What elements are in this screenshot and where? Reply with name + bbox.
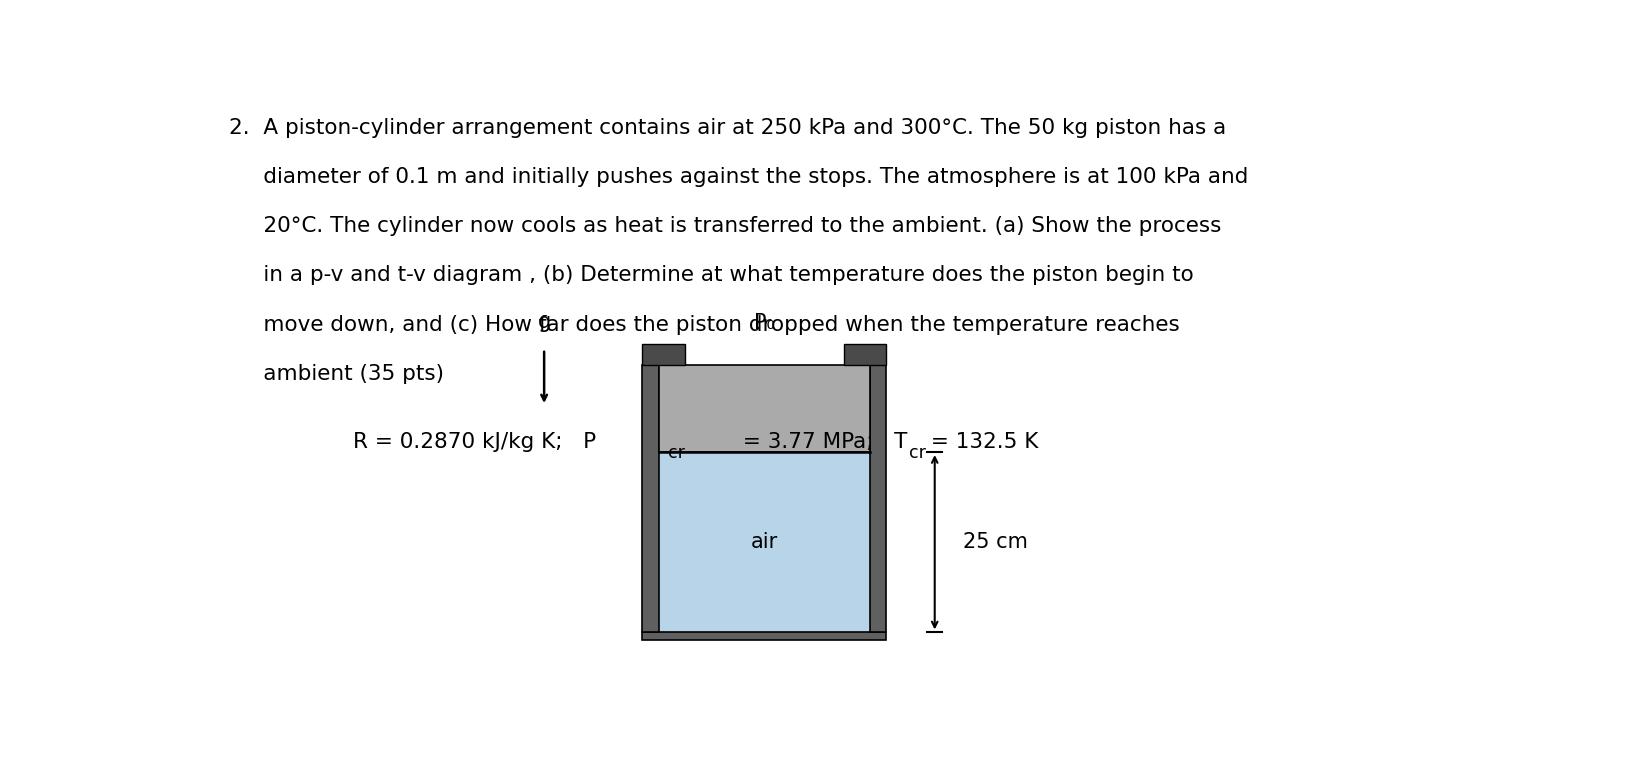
Text: 25 cm: 25 cm xyxy=(963,532,1028,552)
Bar xyxy=(659,365,870,452)
Text: = 132.5 K: = 132.5 K xyxy=(924,432,1038,452)
Bar xyxy=(659,452,870,633)
Text: g: g xyxy=(537,312,550,332)
Text: diameter of 0.1 m and initially pushes against the stops. The atmosphere is at 1: diameter of 0.1 m and initially pushes a… xyxy=(229,167,1248,187)
Bar xyxy=(642,344,685,365)
Text: P₀: P₀ xyxy=(754,314,774,333)
Text: in a p-v and t-v diagram , (b) Determine at what temperature does the piston beg: in a p-v and t-v diagram , (b) Determine… xyxy=(229,265,1194,285)
Text: air: air xyxy=(751,532,777,552)
Text: cr: cr xyxy=(667,444,685,462)
Text: ambient (35 pts): ambient (35 pts) xyxy=(229,363,443,384)
Text: 20°C. The cylinder now cools as heat is transferred to the ambient. (a) Show the: 20°C. The cylinder now cools as heat is … xyxy=(229,216,1220,236)
Text: 2.  A piston-cylinder arrangement contains air at 250 kPa and 300°C. The 50 kg p: 2. A piston-cylinder arrangement contain… xyxy=(229,118,1225,137)
Text: move down, and (c) How far does the piston dropped when the temperature reaches: move down, and (c) How far does the pist… xyxy=(229,314,1179,335)
Bar xyxy=(845,344,886,365)
Text: cr: cr xyxy=(909,444,926,462)
Bar xyxy=(642,365,659,633)
Bar xyxy=(870,365,886,633)
Bar xyxy=(642,633,886,640)
Text: = 3.77 MPa;   T: = 3.77 MPa; T xyxy=(736,432,907,452)
Text: R = 0.2870 kJ/kg K;   P: R = 0.2870 kJ/kg K; P xyxy=(352,432,596,452)
